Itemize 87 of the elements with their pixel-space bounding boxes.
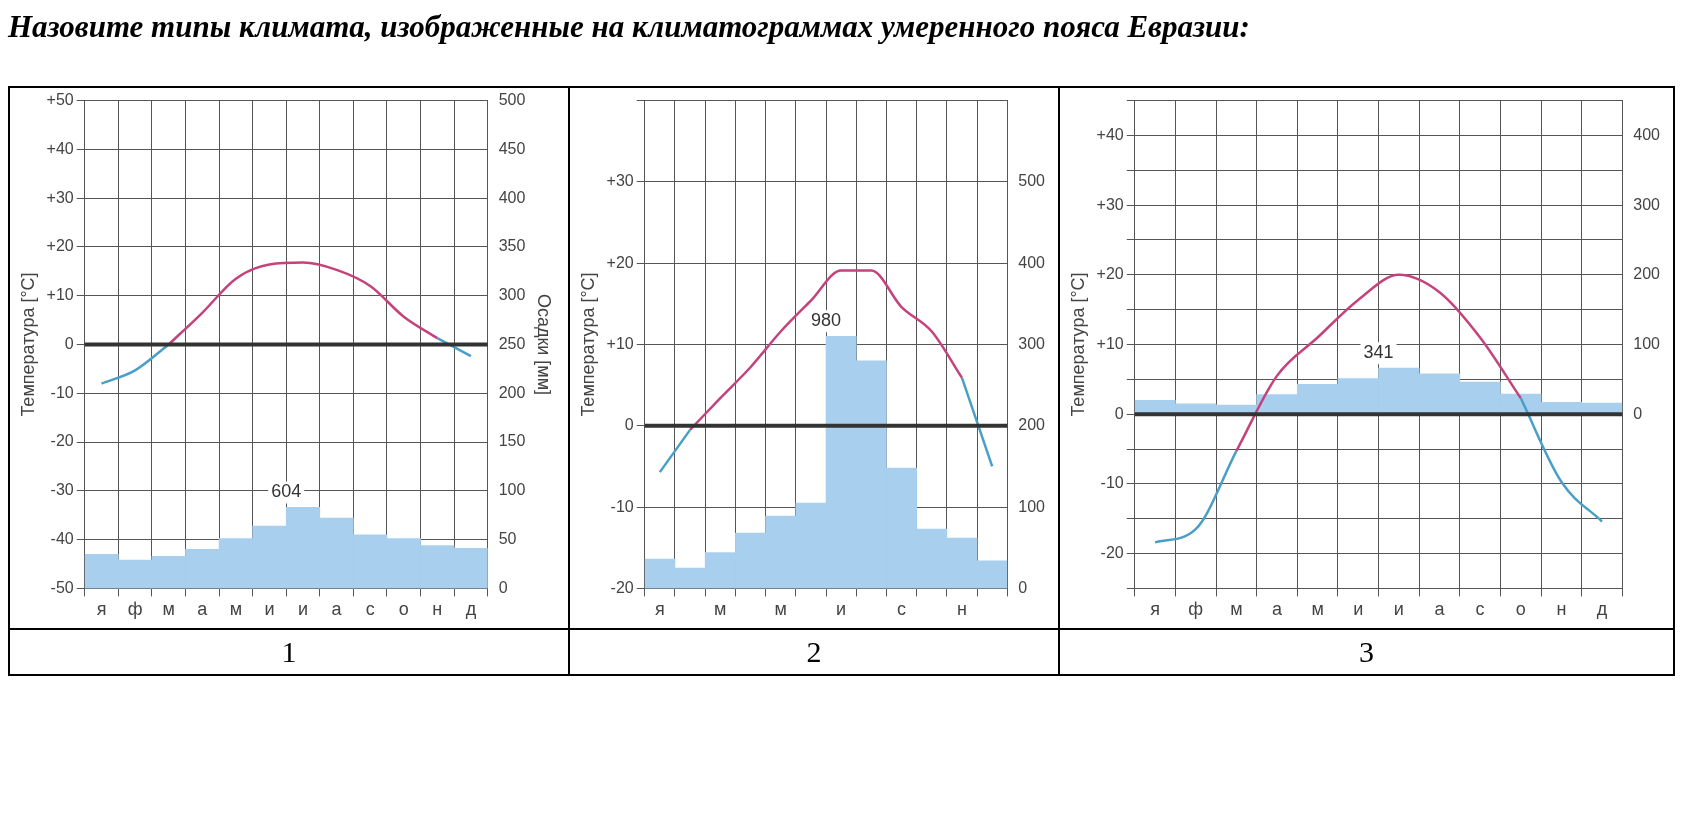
y-tick-label: +10 (1096, 334, 1124, 352)
x-tick-label: а (331, 599, 343, 620)
x-tick-label: н (1556, 599, 1567, 620)
y2-tick-label: 0 (1018, 578, 1028, 596)
x-tick-label: м (229, 599, 243, 620)
y2-tick-label: 400 (1633, 125, 1661, 143)
x-tick-label: о (1515, 599, 1526, 620)
y2-tick-label: 0 (498, 578, 508, 596)
x-tick-label: м (714, 599, 727, 620)
y-tick-label: +30 (46, 188, 74, 206)
y-tick-label: +40 (1096, 125, 1124, 143)
x-tick-label: ф (1188, 599, 1204, 620)
x-tick-label: д (1596, 599, 1608, 620)
text: Назовите типы климата, изображенные на климатограммах умеренного пояса Евразии: (8, 8, 1251, 46)
text: 2 (570, 628, 1058, 674)
y-tick-label: +30 (1096, 195, 1124, 213)
y-axis-title: Температура [°C] (17, 272, 38, 417)
x-tick-label: я (1150, 599, 1160, 620)
x-tick-label: с (897, 599, 907, 620)
y-tick-label: 0 (624, 416, 634, 434)
x-tick-label: и (1393, 599, 1404, 620)
y-tick-label: 0 (64, 334, 74, 352)
x-tick-label: н (432, 599, 443, 620)
y-tick-label: -10 (50, 383, 74, 401)
x-tick-label: и (264, 599, 275, 620)
y-tick-label: -10 (1100, 474, 1124, 492)
x-tick-label: м (774, 599, 787, 620)
y2-tick-label: 300 (1633, 195, 1661, 213)
y2-tick-label: 450 (498, 139, 526, 157)
x-tick-label: н (957, 599, 967, 620)
y-tick-label: -20 (1100, 543, 1124, 561)
y2-tick-label: 250 (498, 334, 526, 352)
y2-tick-label: 200 (498, 383, 526, 401)
x-tick-label: с (1475, 599, 1485, 620)
x-tick-label: а (1434, 599, 1446, 620)
y-tick-label: +10 (606, 334, 634, 352)
y-tick-label: +20 (1096, 265, 1124, 283)
x-tick-label: я (96, 599, 107, 620)
y2-tick-label: 150 (498, 432, 526, 450)
x-tick-label: ф (127, 599, 143, 620)
y2-tick-label: 500 (1018, 172, 1046, 190)
x-tick-label: о (398, 599, 409, 620)
y2-tick-label: 500 (498, 91, 526, 109)
x-tick-label: д (465, 599, 477, 620)
y2-axis-title: Осадки [мм] (534, 293, 555, 396)
y-tick-label: +50 (46, 91, 74, 109)
y-tick-label: -20 (50, 432, 74, 450)
y2-tick-label: 300 (498, 286, 526, 304)
y2-tick-label: 350 (498, 237, 526, 255)
y2-tick-label: 0 (1633, 404, 1643, 422)
annotation: 341 (1363, 342, 1394, 363)
annotation: 604 (271, 481, 302, 502)
y2-tick-label: 200 (1018, 416, 1046, 434)
y-tick-label: +20 (46, 237, 74, 255)
x-tick-label: м (1230, 599, 1243, 620)
x-tick-label: я (654, 599, 665, 620)
y-tick-label: +10 (46, 286, 74, 304)
text: 3 (1060, 628, 1673, 674)
y2-tick-label: 300 (1018, 334, 1046, 352)
y-tick-label: +20 (606, 253, 634, 271)
y2-tick-label: 100 (1018, 497, 1046, 515)
y2-tick-label: 400 (498, 188, 526, 206)
y-tick-label: -30 (50, 481, 74, 499)
x-tick-label: и (297, 599, 309, 620)
y-tick-label: -40 (50, 530, 74, 548)
y2-tick-label: 100 (1633, 334, 1661, 352)
y-tick-label: 0 (1114, 404, 1124, 422)
x-tick-label: с (365, 599, 375, 620)
y2-tick-label: 100 (498, 481, 526, 499)
text: 1 (10, 628, 568, 674)
y-axis-title: Температура [°C] (1067, 272, 1088, 417)
x-tick-label: м (1311, 599, 1324, 620)
y2-tick-label: 200 (1633, 265, 1661, 283)
annotation: 980 (811, 310, 842, 331)
y-tick-label: -20 (610, 578, 634, 596)
x-tick-label: а (1271, 599, 1283, 620)
y-tick-label: +30 (606, 172, 634, 190)
y2-tick-label: 400 (1018, 253, 1046, 271)
x-tick-label: а (197, 599, 209, 620)
y-tick-label: -50 (50, 578, 74, 596)
y2-tick-label: 50 (498, 530, 517, 548)
y-tick-label: -10 (610, 497, 634, 515)
x-tick-label: и (836, 599, 847, 620)
y-axis-title: Температура [°C] (577, 272, 598, 417)
y-tick-label: +40 (46, 139, 74, 157)
x-tick-label: м (162, 599, 175, 620)
x-tick-label: и (1353, 599, 1364, 620)
